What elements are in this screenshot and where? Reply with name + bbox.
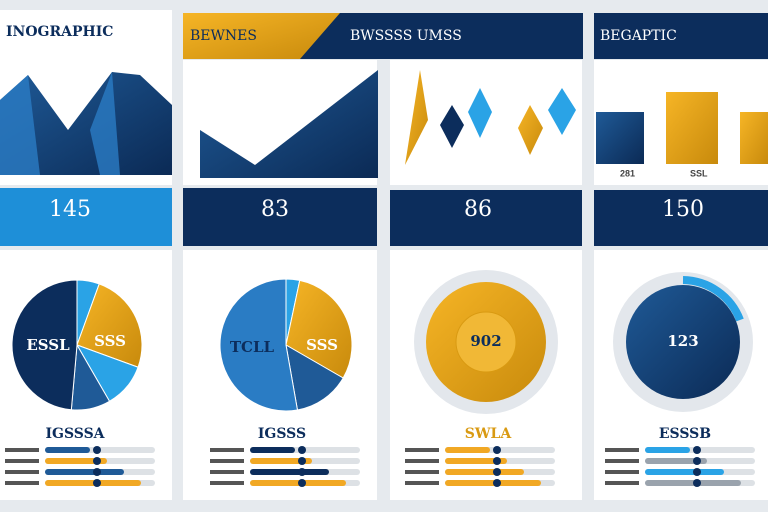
list-dot — [493, 468, 501, 476]
list-label — [605, 448, 639, 452]
area — [0, 72, 172, 175]
list-label — [210, 448, 244, 452]
pie-label: 123 — [667, 332, 698, 350]
list-bar — [250, 447, 295, 453]
subtitle: BWSSSS UMSS — [350, 28, 462, 44]
list-dot — [693, 457, 701, 465]
list-dot — [93, 457, 101, 465]
list-label — [5, 481, 39, 485]
texts: INOGRAPHIC BEWNES BWSSSS UMSS BEGAPTIC 2… — [6, 24, 711, 442]
list-bar — [250, 469, 329, 475]
stat: 83 — [261, 197, 289, 222]
stat: 145 — [49, 197, 91, 222]
list-label — [210, 459, 244, 463]
list-label — [405, 470, 439, 474]
title: INOGRAPHIC — [6, 24, 113, 40]
list-dot — [93, 446, 101, 454]
list-label — [605, 481, 639, 485]
list-label — [5, 448, 39, 452]
list-dot — [298, 457, 306, 465]
list-dot — [298, 446, 306, 454]
list-bar — [45, 469, 124, 475]
list-dot — [693, 479, 701, 487]
pies — [5, 270, 755, 487]
pie-slice — [285, 279, 353, 379]
band — [183, 188, 377, 246]
area — [90, 72, 120, 175]
list-title: IGSSSA — [45, 426, 105, 442]
block — [740, 112, 768, 164]
pie-label: 902 — [470, 332, 501, 350]
list-dot — [493, 479, 501, 487]
list-dot — [693, 468, 701, 476]
pie-label: TCLL — [230, 338, 275, 356]
list-label — [210, 481, 244, 485]
list-bar — [45, 458, 107, 464]
pie-slice — [285, 344, 344, 411]
list-bar — [445, 447, 490, 453]
pie-slice — [11, 279, 78, 411]
list-dot — [493, 446, 501, 454]
list-bar — [645, 447, 690, 453]
band — [0, 188, 172, 246]
pie-slice — [76, 283, 143, 368]
shape — [548, 88, 576, 135]
list-bar — [250, 458, 312, 464]
pie-label: SSS — [306, 336, 338, 354]
pie-label: ESSL — [26, 336, 70, 354]
layout — [0, 10, 768, 500]
list-label — [5, 470, 39, 474]
list-dot — [693, 446, 701, 454]
block — [666, 92, 718, 164]
stat: 86 — [464, 197, 492, 222]
axis-label: 281 — [620, 168, 635, 178]
shape — [405, 70, 428, 165]
list-bar — [445, 469, 524, 475]
list-label — [405, 459, 439, 463]
block — [596, 112, 644, 164]
list-bar — [645, 458, 707, 464]
list-label — [405, 448, 439, 452]
list-dot — [298, 468, 306, 476]
list-dot — [93, 468, 101, 476]
list-label — [405, 481, 439, 485]
list-bar — [45, 447, 90, 453]
list-dot — [493, 457, 501, 465]
area — [200, 70, 378, 178]
pie-label: SSS — [94, 332, 126, 350]
pie-slice — [219, 278, 299, 412]
list-bar — [645, 469, 724, 475]
list-label — [605, 459, 639, 463]
list-label — [605, 470, 639, 474]
list-title: IGSSS — [258, 426, 306, 442]
title: BEWNES — [190, 28, 257, 44]
disc-inner — [455, 311, 517, 373]
shape — [440, 105, 464, 148]
area — [0, 75, 40, 175]
header-accent — [183, 13, 340, 59]
ring-arc — [682, 276, 744, 322]
list-dot — [298, 479, 306, 487]
disc — [626, 285, 740, 399]
list-title: ESSSB — [659, 426, 711, 442]
stat: 150 — [662, 197, 704, 222]
title: BEGAPTIC — [600, 28, 677, 44]
band — [594, 190, 768, 246]
header-band — [594, 13, 768, 59]
band — [390, 190, 582, 246]
shape — [518, 105, 543, 155]
list-dot — [93, 479, 101, 487]
list-label — [5, 459, 39, 463]
list-title: SWLA — [465, 426, 513, 442]
shape — [468, 88, 492, 138]
axis-label: SSL — [690, 168, 708, 178]
list-label — [210, 470, 244, 474]
list-bar — [445, 458, 507, 464]
